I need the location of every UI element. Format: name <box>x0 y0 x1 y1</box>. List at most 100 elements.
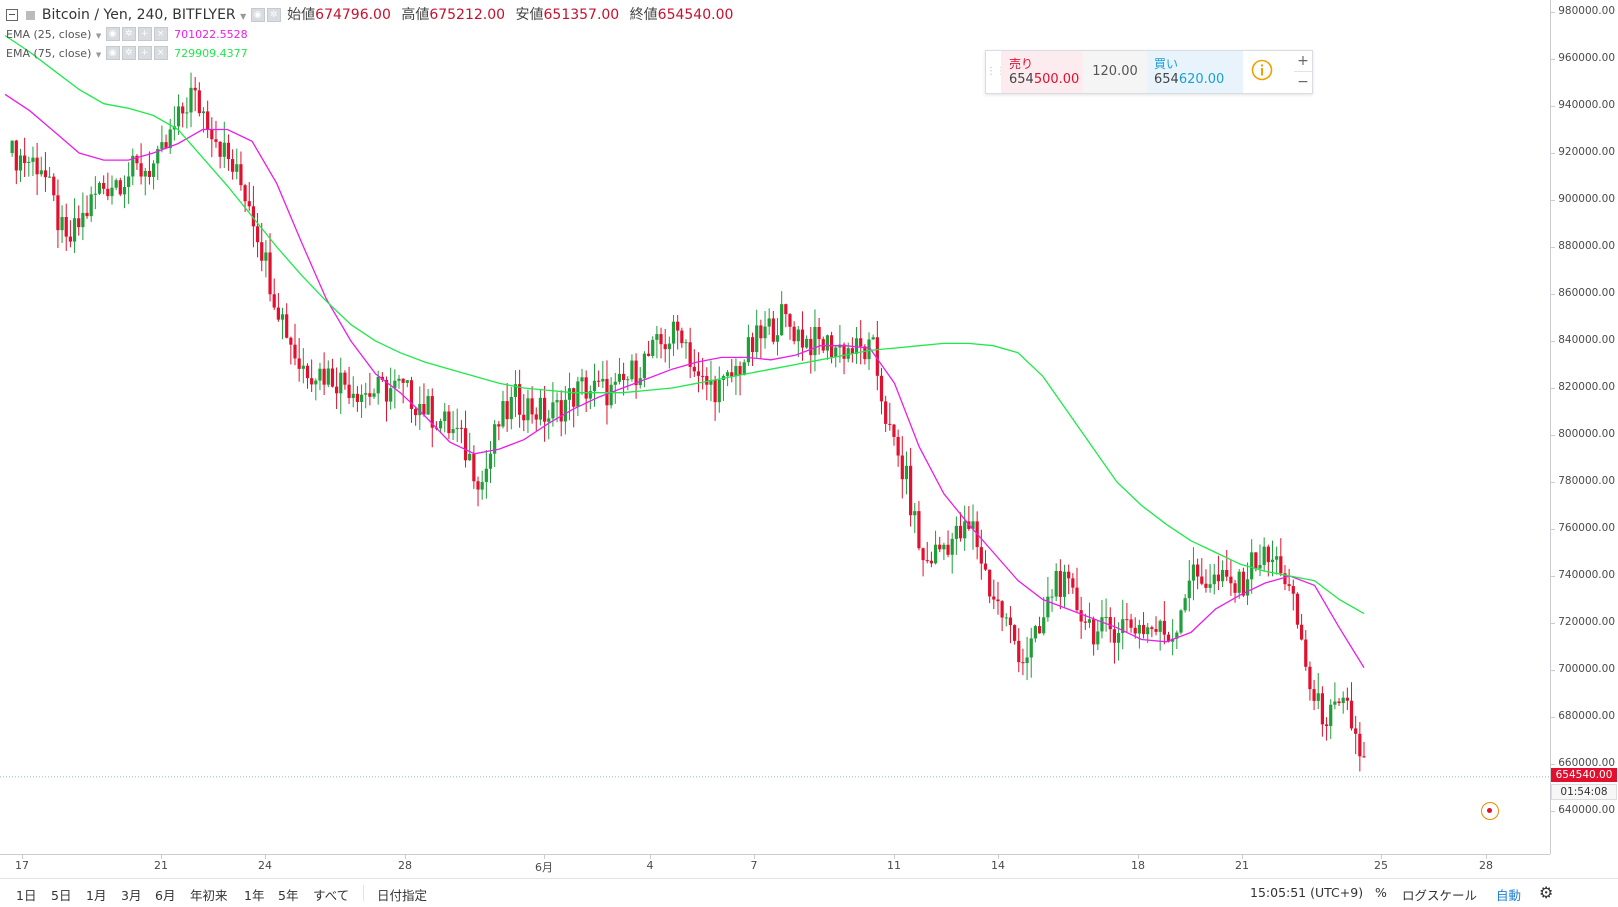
price-axis-label: 660000.00 <box>1558 757 1615 769</box>
chart-area[interactable] <box>0 0 1550 854</box>
add-icon[interactable]: + <box>137 46 152 60</box>
candle-body <box>734 365 738 377</box>
candle-body <box>1087 619 1092 623</box>
time-axis-tick <box>405 855 406 859</box>
range-button-0[interactable]: 1日 <box>16 888 37 903</box>
candle-body <box>1183 598 1187 611</box>
collapse-icon[interactable] <box>6 9 18 21</box>
candle-body <box>1125 619 1129 621</box>
log-scale-toggle[interactable]: ログスケール <box>1402 888 1478 903</box>
price-axis-tick <box>1551 106 1555 107</box>
symbol-row: Bitcoin / Yen, 240, BITFLYER ▼ ◉ ✲ 始値6747… <box>6 4 733 24</box>
indicator-row-ema25[interactable]: EMA (25, close) ▼ ◉ ✲ + × 701022.5528 <box>6 26 248 42</box>
range-button-7[interactable]: 5年 <box>278 888 299 903</box>
candle-body <box>480 482 484 490</box>
candle-body <box>651 339 655 356</box>
price-chart[interactable] <box>0 0 1550 854</box>
sell-button[interactable]: 売り 654500.00 <box>1001 51 1083 93</box>
gear-icon[interactable]: ✲ <box>121 46 136 60</box>
candle-body <box>551 402 555 419</box>
candle-body <box>1349 700 1354 729</box>
candle-body <box>929 560 934 564</box>
candle-body <box>364 393 368 395</box>
candle-body <box>530 398 534 415</box>
candle-body <box>971 521 975 530</box>
candle-body <box>542 397 547 422</box>
candle-body <box>476 481 480 490</box>
time-axis[interactable]: 17 21 24 28 6月 4 7 11 14 18 21 25 28 <box>0 854 1550 879</box>
ema75-label[interactable]: EMA (75, close) <box>6 47 92 60</box>
candle-body <box>1333 701 1337 705</box>
candle-body <box>522 414 526 421</box>
chevron-down-icon[interactable]: ▼ <box>95 32 102 40</box>
candle-body <box>438 420 443 429</box>
candle-body <box>389 388 393 402</box>
range-button-2[interactable]: 1月 <box>86 888 107 903</box>
candle-body <box>1225 569 1229 577</box>
chevron-down-icon[interactable]: ▼ <box>95 51 102 59</box>
time-axis-tick <box>22 855 23 859</box>
zoom-in-button[interactable]: + <box>1294 51 1312 72</box>
range-button-1[interactable]: 5日 <box>51 888 72 903</box>
eye-icon[interactable]: ◉ <box>105 27 120 41</box>
candle-body <box>189 87 193 113</box>
candle-body <box>1029 638 1033 658</box>
auto-scale-toggle[interactable]: 自動 <box>1496 888 1522 903</box>
reset-chart-icon[interactable] <box>1481 802 1499 820</box>
price-axis-label: 640000.00 <box>1558 804 1615 816</box>
candle-body <box>983 563 988 570</box>
candle-body <box>1075 587 1079 611</box>
range-button-3[interactable]: 3月 <box>121 888 142 903</box>
zoom-out-button[interactable]: − <box>1297 74 1309 90</box>
candle-body <box>538 397 543 420</box>
candle-body <box>755 325 759 352</box>
range-button-8[interactable]: すべて <box>313 888 350 903</box>
time-axis-label: 24 <box>258 859 272 872</box>
candle-body <box>1054 571 1058 597</box>
indicator-row-ema75[interactable]: EMA (75, close) ▼ ◉ ✲ + × 729909.4377 <box>6 45 248 61</box>
candle-body <box>1071 578 1075 588</box>
close-icon[interactable]: × <box>153 46 168 60</box>
buy-button[interactable]: 買い 654620.00 <box>1147 51 1243 93</box>
gear-icon[interactable]: ⚙ <box>1539 883 1554 902</box>
gear-icon[interactable]: ✲ <box>121 27 136 41</box>
info-icon[interactable] <box>1251 59 1273 81</box>
close-icon[interactable]: × <box>153 27 168 41</box>
candle-body <box>18 155 23 171</box>
candle-body <box>251 206 256 227</box>
candle-body <box>459 427 463 429</box>
candle-body <box>913 511 917 516</box>
percent-toggle[interactable]: % <box>1375 885 1387 900</box>
clock[interactable]: 15:05:51 (UTC+9) <box>1250 885 1364 900</box>
candle-body <box>896 436 900 456</box>
eye-icon[interactable]: ◉ <box>250 8 265 22</box>
gear-icon[interactable]: ✲ <box>266 8 281 22</box>
date-range-button[interactable]: 日付指定 <box>377 888 428 903</box>
eye-icon[interactable]: ◉ <box>105 46 120 60</box>
range-button-6[interactable]: 1年 <box>244 888 265 903</box>
time-axis-tick <box>1381 855 1382 859</box>
candle-body <box>979 547 983 564</box>
candle-body <box>368 393 372 397</box>
range-button-5[interactable]: 年初来 <box>190 888 228 903</box>
candle-body <box>1158 620 1162 632</box>
candle-body <box>1287 584 1291 587</box>
price-axis-label: 740000.00 <box>1558 569 1615 581</box>
chevron-down-icon[interactable]: ▼ <box>240 12 247 21</box>
candle-body <box>821 339 825 351</box>
drag-handle-icon[interactable]: ⋮⋮ <box>986 66 1006 77</box>
candle-body <box>222 142 226 157</box>
ohlc-low-value: 651357.00 <box>543 7 620 23</box>
candle-body <box>809 338 813 356</box>
candle-body <box>917 511 921 549</box>
symbol-title[interactable]: Bitcoin / Yen, 240, BITFLYER <box>41 7 236 23</box>
range-button-4[interactable]: 6月 <box>155 888 176 903</box>
price-axis[interactable]: 980000.00 960000.00 940000.00 920000.00 9000… <box>1550 0 1618 854</box>
candle-body <box>750 337 755 352</box>
time-axis-tick <box>265 855 266 859</box>
time-axis-label: 28 <box>1479 859 1493 872</box>
ema25-label[interactable]: EMA (25, close) <box>6 28 92 41</box>
candle-body <box>1100 617 1104 632</box>
candle-body <box>630 360 634 380</box>
add-icon[interactable]: + <box>137 27 152 41</box>
